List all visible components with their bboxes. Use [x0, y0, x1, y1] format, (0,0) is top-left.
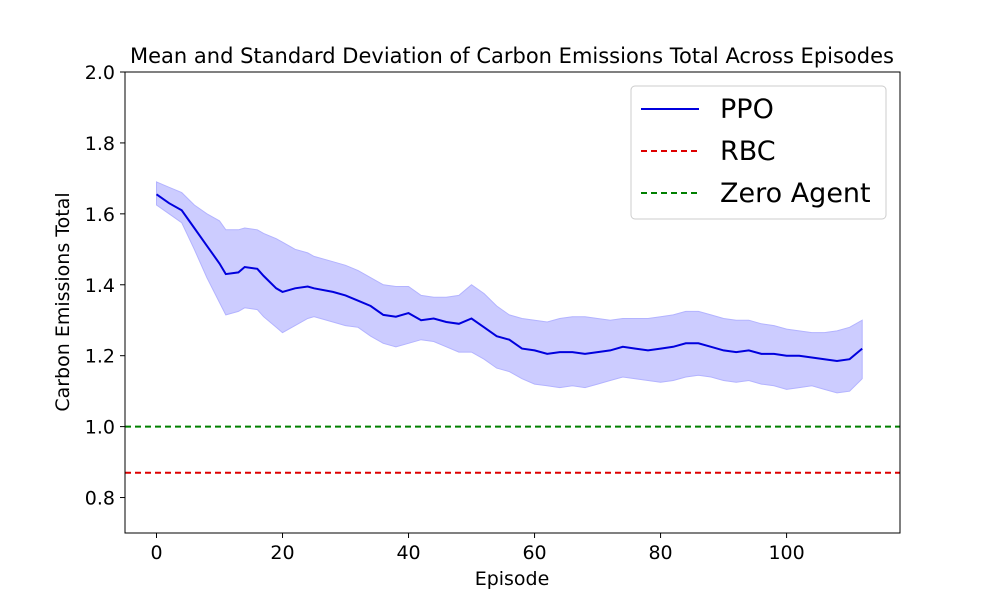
y-tick-label: 2.0	[85, 62, 115, 84]
x-axis-label: Episode	[475, 568, 550, 590]
x-tick-label: 60	[522, 542, 546, 564]
y-tick-label: 1.0	[85, 417, 115, 439]
y-tick-label: 1.8	[85, 133, 115, 155]
plot-frame	[124, 71, 901, 534]
chart-title: Mean and Standard Deviation of Carbon Em…	[130, 44, 894, 68]
x-tick-label: 100	[768, 542, 804, 564]
y-tick-label: 1.2	[85, 346, 115, 368]
x-tick-label: 80	[648, 542, 672, 564]
y-axis-label: Carbon Emissions Total	[52, 192, 74, 411]
legend-box	[630, 85, 887, 220]
legend-label-zero-agent: Zero Agent	[720, 178, 871, 209]
y-tick-label: 0.8	[85, 488, 115, 510]
ppo-mean-line	[155, 193, 863, 363]
x-tick-label: 0	[150, 542, 162, 564]
y-tick-label: 1.6	[85, 204, 115, 226]
y-tick-label: 1.4	[85, 275, 115, 297]
legend: PPO RBC Zero Agent	[630, 85, 887, 220]
legend-label-rbc: RBC	[720, 136, 776, 167]
x-tick-label: 40	[396, 542, 420, 564]
x-tick-label: 20	[270, 542, 294, 564]
legend-label-ppo: PPO	[720, 94, 774, 125]
ppo-std-band	[156, 181, 863, 394]
